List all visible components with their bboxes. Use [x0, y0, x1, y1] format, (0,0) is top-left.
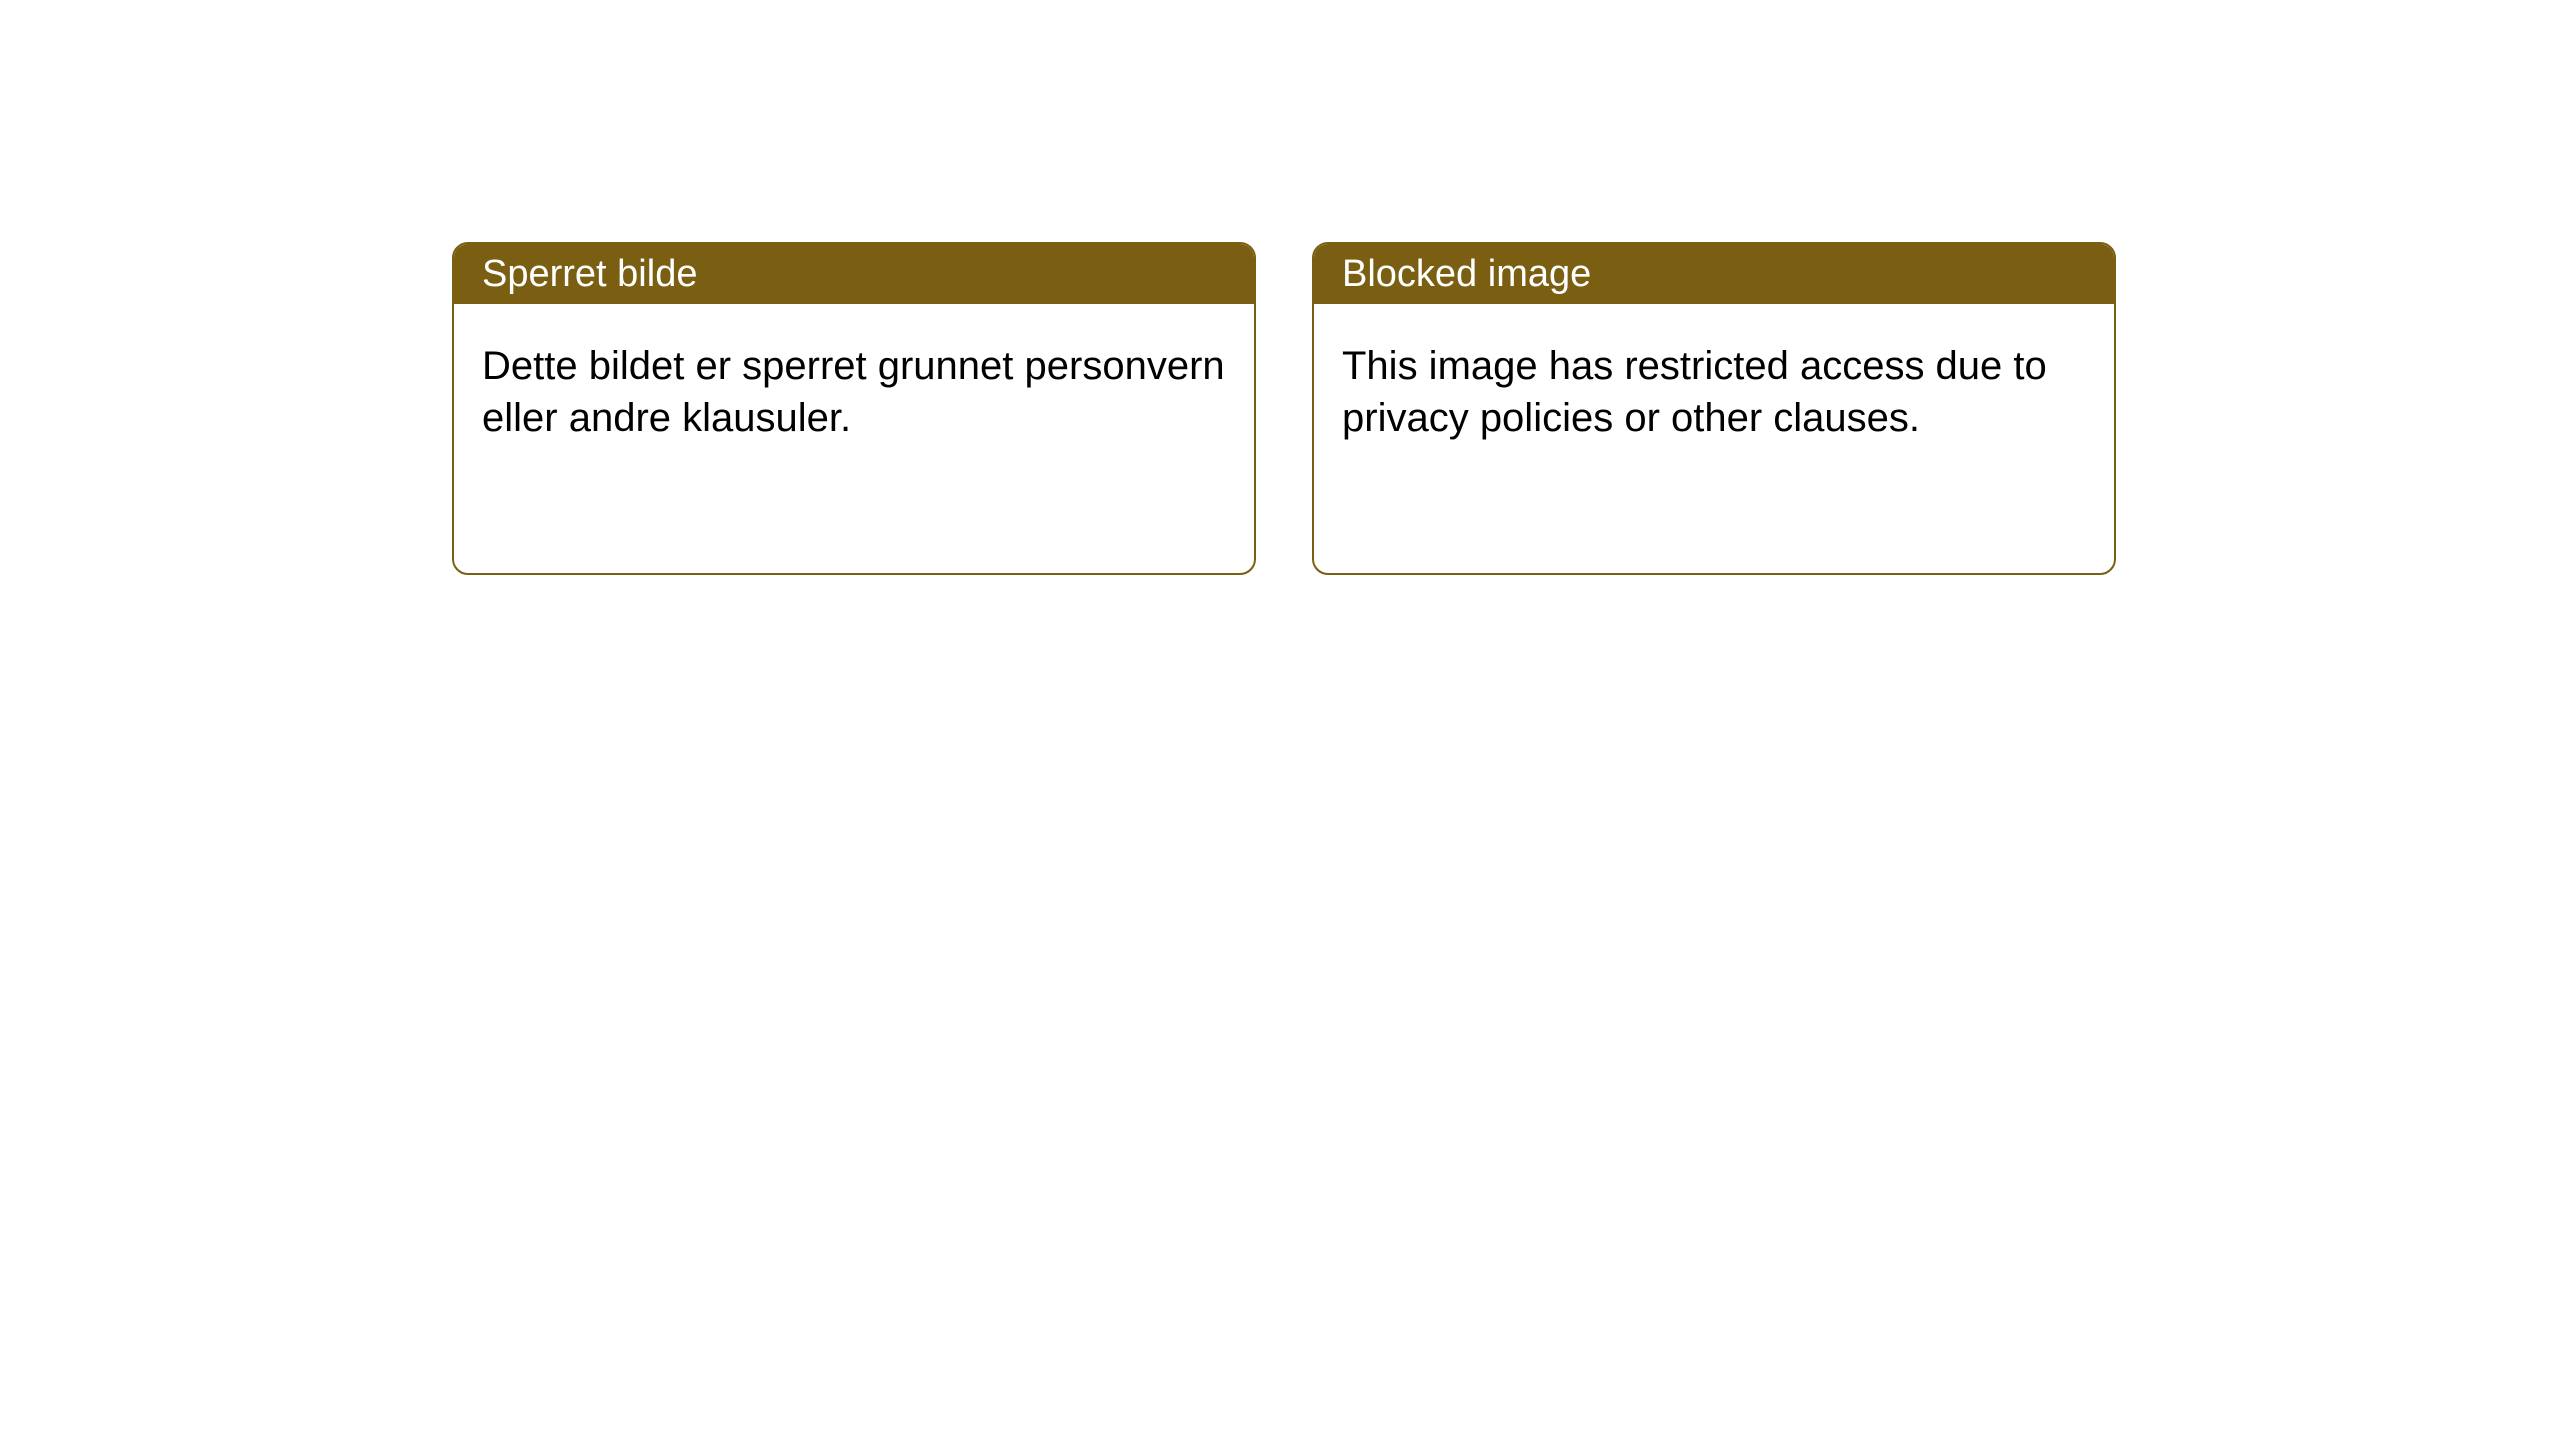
notice-body-english: This image has restricted access due to … [1314, 304, 2114, 480]
notice-container: Sperret bilde Dette bildet er sperret gr… [0, 0, 2560, 575]
notice-header-english: Blocked image [1314, 244, 2114, 304]
notice-body-norwegian: Dette bildet er sperret grunnet personve… [454, 304, 1254, 480]
notice-box-norwegian: Sperret bilde Dette bildet er sperret gr… [452, 242, 1256, 575]
notice-box-english: Blocked image This image has restricted … [1312, 242, 2116, 575]
notice-header-norwegian: Sperret bilde [454, 244, 1254, 304]
